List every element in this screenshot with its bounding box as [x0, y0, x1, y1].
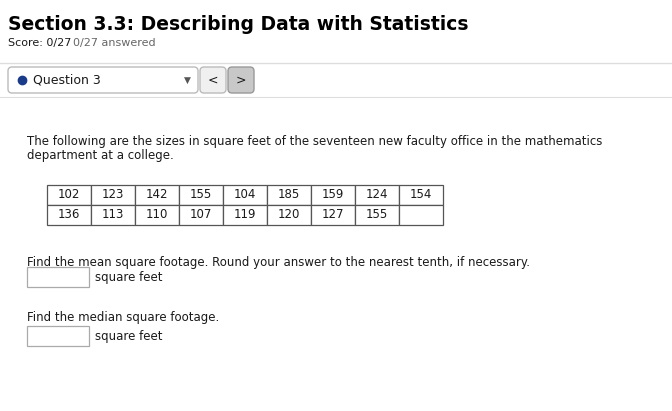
- Text: 120: 120: [278, 208, 300, 222]
- Bar: [267, 185, 311, 205]
- Bar: [179, 185, 223, 205]
- Text: >: >: [236, 74, 246, 86]
- Text: Find the median square footage.: Find the median square footage.: [27, 311, 219, 324]
- FancyBboxPatch shape: [8, 67, 198, 93]
- Text: 142: 142: [146, 189, 168, 201]
- Bar: [47, 185, 91, 205]
- Text: square feet: square feet: [95, 270, 163, 284]
- Bar: [399, 185, 443, 205]
- Text: The following are the sizes in square feet of the seventeen new faculty office i: The following are the sizes in square fe…: [27, 135, 602, 148]
- Text: 155: 155: [366, 208, 388, 222]
- Text: 119: 119: [234, 208, 256, 222]
- Bar: [399, 205, 443, 225]
- Text: 123: 123: [102, 189, 124, 201]
- Text: 127: 127: [322, 208, 344, 222]
- Text: 113: 113: [102, 208, 124, 222]
- Bar: [223, 185, 267, 205]
- Text: 107: 107: [190, 208, 212, 222]
- Text: Find the mean square footage. Round your answer to the nearest tenth, if necessa: Find the mean square footage. Round your…: [27, 256, 530, 269]
- Text: Section 3.3: Describing Data with Statistics: Section 3.3: Describing Data with Statis…: [8, 15, 468, 34]
- Bar: [267, 205, 311, 225]
- FancyBboxPatch shape: [200, 67, 226, 93]
- Bar: [91, 185, 135, 205]
- Bar: [27, 326, 89, 346]
- Bar: [355, 205, 399, 225]
- Text: square feet: square feet: [95, 330, 163, 342]
- Bar: [91, 205, 135, 225]
- Bar: [179, 205, 223, 225]
- Text: Question 3: Question 3: [33, 74, 101, 86]
- Bar: [135, 185, 179, 205]
- Bar: [27, 267, 89, 287]
- Text: Score: 0/27: Score: 0/27: [8, 38, 71, 48]
- Bar: [311, 185, 355, 205]
- Text: 0/27 answered: 0/27 answered: [73, 38, 156, 48]
- Bar: [135, 205, 179, 225]
- Bar: [311, 205, 355, 225]
- Text: 185: 185: [278, 189, 300, 201]
- Text: <: <: [208, 74, 218, 86]
- Bar: [223, 205, 267, 225]
- Text: 155: 155: [190, 189, 212, 201]
- Text: 154: 154: [410, 189, 432, 201]
- Bar: [355, 185, 399, 205]
- Text: 124: 124: [366, 189, 388, 201]
- Text: 110: 110: [146, 208, 168, 222]
- Text: ▼: ▼: [184, 76, 191, 85]
- Text: 104: 104: [234, 189, 256, 201]
- Text: 102: 102: [58, 189, 80, 201]
- Text: 136: 136: [58, 208, 80, 222]
- Bar: [47, 205, 91, 225]
- Text: 159: 159: [322, 189, 344, 201]
- FancyBboxPatch shape: [228, 67, 254, 93]
- Text: department at a college.: department at a college.: [27, 149, 174, 162]
